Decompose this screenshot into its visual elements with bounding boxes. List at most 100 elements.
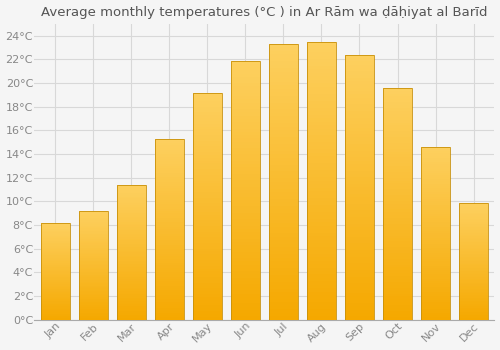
Bar bbox=[460, 265, 488, 267]
Bar bbox=[422, 188, 450, 190]
Bar bbox=[155, 274, 184, 277]
Bar bbox=[193, 169, 222, 172]
Bar bbox=[79, 313, 108, 314]
Bar bbox=[460, 211, 488, 213]
Bar bbox=[41, 283, 70, 285]
Bar bbox=[383, 134, 412, 137]
Bar bbox=[79, 273, 108, 275]
Bar bbox=[460, 281, 488, 283]
Bar bbox=[383, 308, 412, 311]
Bar bbox=[41, 242, 70, 243]
Bar bbox=[41, 272, 70, 274]
Bar bbox=[383, 250, 412, 253]
Bar bbox=[460, 276, 488, 277]
Bar bbox=[231, 77, 260, 80]
Bar bbox=[79, 218, 108, 219]
Bar bbox=[307, 229, 336, 233]
Bar bbox=[41, 295, 70, 296]
Bar bbox=[79, 288, 108, 290]
Bar bbox=[231, 151, 260, 154]
Bar bbox=[193, 212, 222, 215]
Bar bbox=[79, 220, 108, 222]
Bar bbox=[383, 131, 412, 134]
Bar bbox=[307, 184, 336, 188]
Bar bbox=[460, 242, 488, 244]
Bar bbox=[269, 110, 298, 113]
Bar bbox=[79, 296, 108, 298]
Bar bbox=[41, 305, 70, 306]
Bar bbox=[155, 276, 184, 279]
Bar bbox=[345, 138, 374, 141]
Bar bbox=[193, 124, 222, 127]
Bar bbox=[79, 295, 108, 296]
Bar bbox=[383, 105, 412, 108]
Bar bbox=[231, 248, 260, 252]
Bar bbox=[231, 164, 260, 167]
Bar bbox=[79, 235, 108, 237]
Bar bbox=[193, 175, 222, 178]
Bar bbox=[117, 252, 145, 254]
Bar bbox=[269, 268, 298, 271]
Bar bbox=[231, 80, 260, 83]
Bar bbox=[460, 248, 488, 249]
Bar bbox=[422, 190, 450, 192]
Bar bbox=[155, 286, 184, 288]
Bar bbox=[383, 111, 412, 114]
Bar bbox=[422, 259, 450, 261]
Bar bbox=[345, 114, 374, 118]
Bar bbox=[79, 212, 108, 214]
Bar bbox=[422, 304, 450, 307]
Bar bbox=[269, 106, 298, 110]
Bar bbox=[383, 177, 412, 181]
Bar bbox=[41, 248, 70, 249]
Bar bbox=[79, 269, 108, 271]
Bar bbox=[155, 268, 184, 270]
Bar bbox=[117, 237, 145, 239]
Bar bbox=[231, 255, 260, 258]
Bar bbox=[155, 308, 184, 310]
Bar bbox=[117, 316, 145, 318]
Bar bbox=[155, 284, 184, 286]
Bar bbox=[193, 98, 222, 101]
Bar bbox=[269, 226, 298, 230]
Bar bbox=[117, 278, 145, 279]
Bar bbox=[460, 298, 488, 299]
Bar bbox=[307, 306, 336, 309]
Bar bbox=[155, 211, 184, 213]
Bar bbox=[231, 287, 260, 290]
Bar bbox=[460, 207, 488, 208]
Bar bbox=[422, 257, 450, 259]
Bar bbox=[79, 267, 108, 268]
Bar bbox=[41, 244, 70, 246]
Bar bbox=[345, 207, 374, 210]
Bar bbox=[193, 146, 222, 149]
Bar bbox=[41, 260, 70, 261]
Bar bbox=[155, 265, 184, 268]
Bar bbox=[41, 253, 70, 254]
Bar bbox=[193, 317, 222, 320]
Bar bbox=[307, 132, 336, 135]
Bar bbox=[79, 253, 108, 254]
Bar bbox=[422, 164, 450, 166]
Bar bbox=[193, 277, 222, 280]
Bar bbox=[231, 239, 260, 242]
Bar bbox=[460, 203, 488, 320]
Bar bbox=[269, 175, 298, 178]
Bar bbox=[193, 104, 222, 107]
Bar bbox=[117, 266, 145, 267]
Bar bbox=[345, 164, 374, 167]
Bar bbox=[383, 198, 412, 201]
Bar bbox=[193, 189, 222, 192]
Bar bbox=[460, 258, 488, 260]
Bar bbox=[422, 199, 450, 201]
Bar bbox=[117, 254, 145, 256]
Bar bbox=[307, 42, 336, 45]
Bar bbox=[193, 240, 222, 243]
Bar bbox=[307, 313, 336, 316]
Bar bbox=[155, 263, 184, 265]
Bar bbox=[231, 232, 260, 236]
Bar bbox=[460, 309, 488, 311]
Bar bbox=[460, 252, 488, 254]
Bar bbox=[79, 229, 108, 230]
Bar bbox=[231, 216, 260, 219]
